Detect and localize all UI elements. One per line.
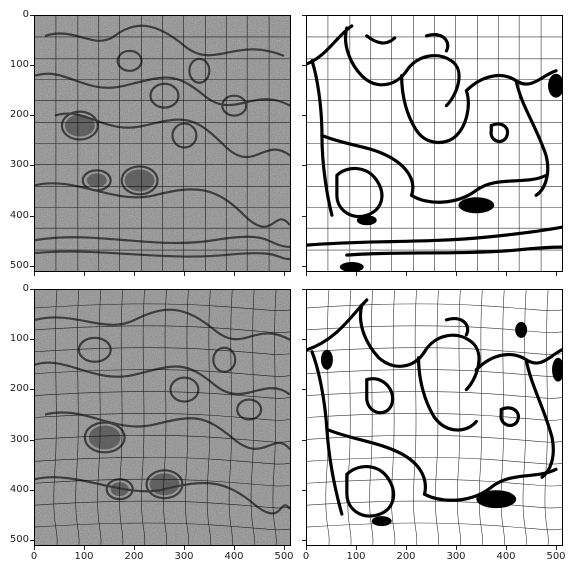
x-tick-label: 200: [396, 551, 416, 562]
x-tick-mark: [234, 272, 235, 276]
em-deformed-image: [35, 290, 290, 545]
x-tick-mark: [34, 546, 35, 550]
y-tick-mark: [302, 339, 306, 340]
panel-em-original: [34, 15, 291, 272]
x-tick-mark: [556, 272, 557, 276]
x-tick-label: 200: [124, 551, 144, 562]
y-tick-mark: [302, 440, 306, 441]
y-tick-mark: [30, 289, 34, 290]
x-tick-mark: [84, 546, 85, 550]
y-tick-mark: [30, 389, 34, 390]
y-tick-mark: [302, 15, 306, 16]
y-tick-mark: [302, 490, 306, 491]
y-tick-label: 100: [9, 333, 29, 344]
warped-grid-lines: [35, 290, 290, 545]
x-tick-mark: [134, 272, 135, 276]
y-tick-mark: [30, 490, 34, 491]
y-tick-mark: [302, 289, 306, 290]
x-tick-mark: [356, 272, 357, 276]
y-tick-label: 200: [9, 109, 29, 120]
y-tick-mark: [302, 216, 306, 217]
panel-label-original: [306, 15, 563, 272]
label-deformed-image: [307, 290, 562, 545]
x-tick-label: 0: [302, 551, 310, 562]
y-tick-mark: [302, 165, 306, 166]
x-tick-mark: [184, 272, 185, 276]
y-tick-label: 0: [22, 283, 29, 294]
em-original-image: [35, 16, 290, 271]
x-tick-mark: [356, 546, 357, 550]
y-tick-mark: [302, 389, 306, 390]
y-tick-mark: [30, 339, 34, 340]
y-tick-mark: [302, 65, 306, 66]
x-tick-label: 300: [174, 551, 194, 562]
y-tick-mark: [302, 115, 306, 116]
panel-em-deformed: [34, 289, 291, 546]
y-tick-mark: [30, 65, 34, 66]
x-tick-mark: [506, 546, 507, 550]
y-tick-mark: [30, 165, 34, 166]
y-tick-label: 300: [9, 159, 29, 170]
y-tick-label: 300: [9, 434, 29, 445]
x-tick-label: 100: [346, 551, 366, 562]
x-tick-mark: [84, 272, 85, 276]
x-tick-mark: [406, 272, 407, 276]
grid-lines: [35, 16, 290, 271]
x-tick-label: 0: [30, 551, 38, 562]
grid-lines: [307, 16, 562, 271]
x-tick-mark: [184, 546, 185, 550]
x-tick-mark: [456, 272, 457, 276]
y-tick-label: 400: [9, 484, 29, 495]
x-tick-label: 400: [496, 551, 516, 562]
x-tick-mark: [306, 546, 307, 550]
x-tick-mark: [284, 272, 285, 276]
y-tick-mark: [30, 266, 34, 267]
y-tick-mark: [30, 15, 34, 16]
panel-label-deformed: [306, 289, 563, 546]
x-tick-label: 100: [74, 551, 94, 562]
y-tick-mark: [30, 440, 34, 441]
x-tick-label: 500: [274, 551, 294, 562]
x-tick-mark: [556, 546, 557, 550]
x-tick-mark: [406, 546, 407, 550]
label-original-image: [307, 16, 562, 271]
x-tick-mark: [284, 546, 285, 550]
y-tick-mark: [30, 216, 34, 217]
y-tick-mark: [302, 540, 306, 541]
y-tick-label: 400: [9, 210, 29, 221]
x-tick-mark: [134, 546, 135, 550]
x-tick-label: 400: [224, 551, 244, 562]
y-tick-label: 200: [9, 383, 29, 394]
x-tick-mark: [234, 546, 235, 550]
x-tick-mark: [34, 272, 35, 276]
warped-grid-lines: [307, 290, 562, 545]
x-tick-label: 300: [446, 551, 466, 562]
x-tick-mark: [456, 546, 457, 550]
x-tick-mark: [506, 272, 507, 276]
y-tick-label: 500: [9, 534, 29, 545]
y-tick-mark: [30, 115, 34, 116]
x-tick-mark: [306, 272, 307, 276]
y-tick-mark: [30, 540, 34, 541]
y-tick-mark: [302, 266, 306, 267]
x-tick-label: 500: [546, 551, 566, 562]
y-tick-label: 100: [9, 59, 29, 70]
y-tick-label: 0: [22, 9, 29, 20]
y-tick-label: 500: [9, 260, 29, 271]
